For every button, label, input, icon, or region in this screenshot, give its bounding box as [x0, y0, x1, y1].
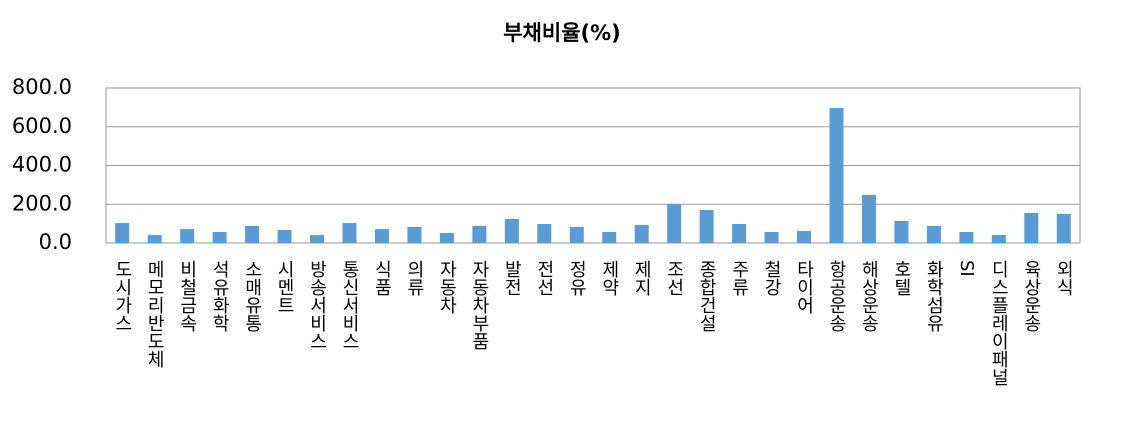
- x-tick-label: 종합건설: [696, 260, 717, 332]
- bar: [797, 230, 812, 243]
- x-tick-label: 철강: [761, 260, 782, 296]
- x-tick-label: 육상운송: [1021, 260, 1042, 332]
- x-tick-label: 외식: [1053, 260, 1074, 296]
- x-tick-label: 자동차부품: [469, 260, 490, 350]
- bar: [699, 210, 714, 243]
- bar: [732, 224, 747, 243]
- x-tick-label: 식품: [371, 260, 392, 296]
- x-tick-label: 소매유통: [242, 260, 263, 332]
- bar: [277, 230, 292, 243]
- x-tick-label: SI: [956, 260, 977, 277]
- x-tick-label: 디스플레이패널: [988, 260, 1009, 386]
- x-tick-label: 제약: [599, 260, 620, 296]
- bar: [894, 220, 909, 243]
- bar: [829, 107, 844, 243]
- bar: [537, 224, 552, 243]
- x-tick-label: 석유화학: [209, 260, 230, 332]
- x-tick-label: 해상운송: [858, 260, 879, 332]
- x-tick-label: 자동차: [436, 260, 457, 314]
- x-tick-label: 타이어: [794, 260, 815, 314]
- bar: [764, 231, 779, 243]
- x-tick-label: 메모리반도체: [144, 260, 165, 368]
- x-tick-label: 발전: [501, 260, 522, 296]
- bar: [1056, 213, 1071, 243]
- x-tick-label: 시멘트: [274, 260, 295, 314]
- bar: [407, 226, 422, 243]
- x-tick-label: 제지: [631, 260, 652, 296]
- y-tick-label: 0.0: [39, 230, 72, 254]
- x-tick-label: 방송서비스: [307, 260, 328, 350]
- bar: [861, 194, 876, 243]
- bar: [180, 229, 195, 243]
- x-tick-label: 도시가스: [112, 260, 133, 332]
- y-tick-label: 600.0: [12, 114, 72, 138]
- bar: [667, 204, 682, 243]
- bar: [115, 223, 130, 243]
- bar: [1024, 212, 1039, 243]
- bar: [310, 235, 325, 243]
- bar: [634, 224, 649, 243]
- x-tick-label: 화학섬유: [923, 260, 944, 332]
- y-tick-label: 400.0: [12, 153, 72, 177]
- x-tick-label: 조선: [664, 260, 685, 296]
- y-tick-label: 800.0: [12, 75, 72, 99]
- bar: [504, 218, 519, 243]
- bar: [439, 232, 454, 243]
- y-tick-label: 200.0: [12, 191, 72, 215]
- chart-title: 부채비율(%): [503, 21, 621, 45]
- x-tick-label: 통신서비스: [339, 260, 360, 350]
- bar: [991, 235, 1006, 243]
- x-tick-label: 호텔: [891, 260, 912, 296]
- bar: [342, 223, 357, 243]
- bar: [147, 235, 162, 243]
- bar: [472, 225, 487, 243]
- bar: [602, 231, 617, 243]
- x-tick-label: 정유: [566, 260, 587, 296]
- x-tick-label: 의류: [404, 260, 425, 296]
- bar: [212, 231, 227, 243]
- x-tick-label: 비철금속: [177, 260, 198, 332]
- x-tick-label: 주류: [729, 260, 750, 296]
- bar: [926, 225, 941, 243]
- bar: [245, 225, 260, 243]
- bar: [569, 226, 584, 243]
- x-tick-label: 항공운송: [826, 260, 847, 332]
- x-tick-label: 전선: [534, 260, 555, 296]
- bar: [374, 229, 389, 243]
- bar: [959, 231, 974, 243]
